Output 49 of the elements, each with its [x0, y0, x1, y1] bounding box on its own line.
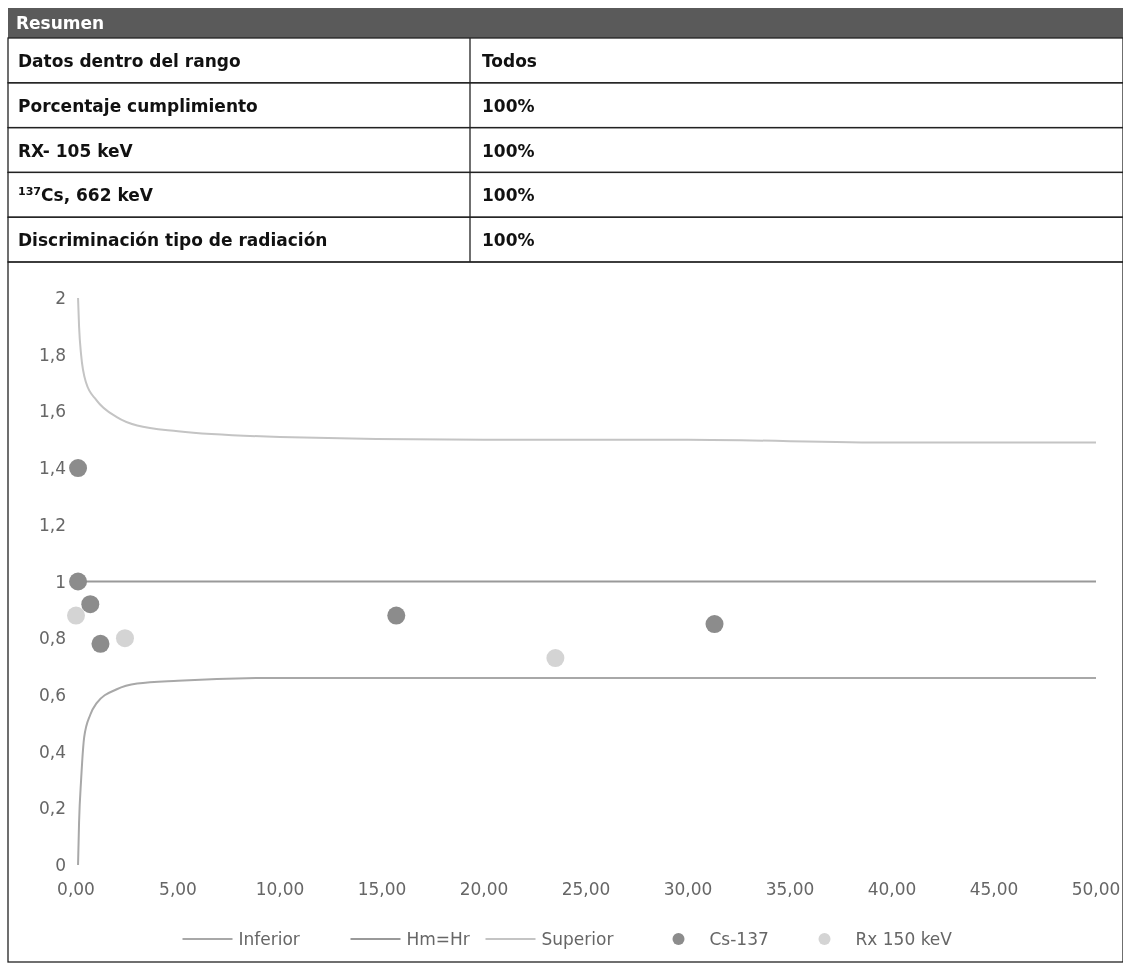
y-tick-label: 0,2: [38, 798, 66, 819]
point: [115, 629, 134, 648]
x-tick-label: 20,00: [459, 879, 509, 899]
category-label: Discriminación tipo de radiación: [18, 230, 328, 251]
x-tick-label: 0,00: [57, 879, 95, 899]
x-tick-label: 30,00: [663, 879, 713, 899]
point: [69, 459, 88, 478]
point: [546, 649, 565, 668]
line-series: [77, 676, 1097, 866]
y-tick-label: 0: [55, 855, 66, 875]
x-tick-label: 25,00: [561, 879, 611, 899]
legend-label: Inferior: [238, 929, 300, 949]
line-series: [77, 297, 1097, 444]
text: 100%: [482, 95, 535, 116]
category-label: RX- 105 keV: [18, 140, 134, 161]
y-tick-label: 1: [55, 571, 66, 592]
legend-label: Rx 150 keV: [855, 929, 953, 949]
y-tick-label: 1,8: [38, 344, 66, 365]
y-tick-label: 0,8: [38, 628, 66, 649]
point: [705, 615, 724, 634]
point: [81, 595, 100, 614]
x-tick-label: 5,00: [159, 879, 197, 899]
point: [67, 606, 85, 625]
y-tick-label: 1,2: [38, 514, 66, 535]
point: [69, 572, 88, 591]
y-tick-label: 0,4: [38, 741, 66, 762]
legend-label: Hm=Hr: [406, 929, 470, 949]
text: Todos: [482, 51, 537, 71]
legend-label: Cs-137: [709, 929, 769, 949]
point: [91, 634, 110, 653]
y-tick-label: 1,4: [38, 458, 66, 479]
text: 100%: [482, 185, 535, 206]
x-tick-label: 35,00: [765, 879, 815, 899]
text: Resumen: [16, 13, 105, 33]
x-tick-label: 50,00: [1071, 879, 1121, 899]
point: [387, 606, 406, 625]
y-tick-label: 2: [55, 288, 66, 308]
x-tick-label: 40,00: [867, 879, 917, 899]
x-tick-label: 15,00: [357, 879, 407, 899]
text: 100%: [482, 140, 535, 161]
legend-label: Superior: [541, 929, 614, 949]
text: 100%: [482, 230, 535, 251]
category-label: Datos dentro del rango: [18, 51, 241, 71]
category-label: Porcentaje cumplimiento: [18, 95, 258, 116]
x-tick-label: 10,00: [255, 879, 305, 899]
x-tick-label: 45,00: [969, 879, 1019, 899]
category-label: $^{137}$Cs, 662 keV: [18, 184, 154, 206]
y-tick-label: 1,6: [38, 401, 66, 422]
y-tick-label: 0,6: [38, 684, 66, 705]
